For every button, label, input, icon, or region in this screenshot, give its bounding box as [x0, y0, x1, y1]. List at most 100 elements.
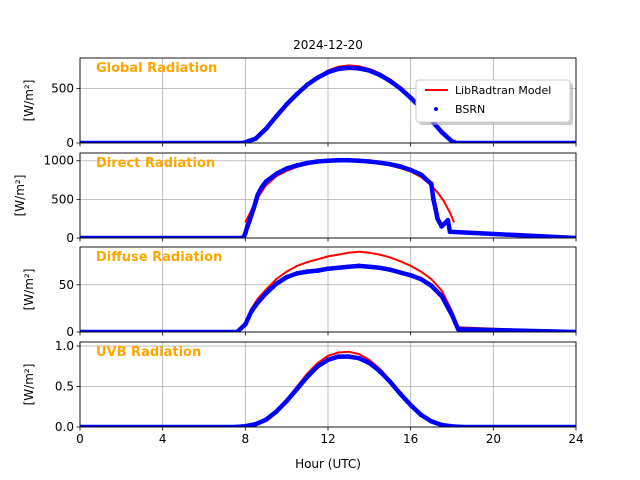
obs-data-point	[245, 224, 250, 229]
obs-data-point	[439, 293, 444, 299]
obs-data-point	[431, 197, 436, 202]
panel-3: 0 50 Diffuse Radiation [W/m²]	[22, 246, 577, 339]
obs-data-point	[284, 102, 289, 107]
obs-data-point	[377, 368, 382, 374]
obs-data-point	[255, 192, 261, 198]
obs-data-point	[429, 419, 434, 424]
obs-data-point	[453, 140, 459, 143]
obs-data-point	[387, 379, 393, 384]
obs-data-point	[263, 290, 269, 296]
obs-data-point	[240, 140, 246, 143]
obs-data-point	[336, 158, 341, 163]
obs-data-point	[408, 402, 413, 408]
obs-data-point	[274, 281, 279, 287]
obs-data-point	[573, 424, 576, 427]
obs-data-point	[234, 329, 240, 332]
series-group	[80, 158, 576, 238]
obs-data-point	[263, 417, 269, 423]
y-tick-label: 500	[51, 192, 74, 206]
y-axis-label: [W/m²]	[22, 269, 36, 311]
x-tick-label: 24	[568, 432, 583, 446]
obs-data-point	[398, 86, 403, 91]
obs-data-point	[243, 322, 248, 327]
obs-data-point	[336, 354, 341, 359]
obs-data-point	[80, 424, 83, 427]
panel-title: Direct Radiation	[96, 156, 215, 171]
obs-data-point	[284, 398, 289, 404]
plot-frame	[79, 152, 577, 239]
obs-data-point	[449, 139, 455, 143]
obs-data-point	[325, 266, 331, 272]
obs-data-point	[573, 329, 576, 332]
obs-data-point	[449, 424, 455, 427]
obs-data-point	[346, 65, 351, 71]
obs-data-point	[387, 267, 393, 272]
obs-data-point	[435, 216, 440, 221]
y-tick-label: 500	[51, 82, 74, 96]
obs-data-point	[346, 158, 351, 163]
obs-data-point	[274, 114, 279, 119]
obs-data-point	[80, 140, 83, 143]
series-group	[80, 250, 576, 332]
obs-data-point	[247, 218, 252, 224]
obs-data-point	[305, 269, 310, 274]
obs-data-point	[418, 172, 424, 177]
obs-data-point	[315, 363, 320, 369]
panel-title: Diffuse Radiation	[96, 250, 222, 265]
obs-data-point	[377, 160, 382, 165]
obs-data-point	[274, 409, 279, 414]
obs-data-point	[346, 354, 351, 359]
obs-data-point	[356, 66, 362, 71]
obs-data-point	[315, 159, 320, 164]
obs-data-point	[284, 274, 289, 280]
obs-data-point	[284, 166, 289, 171]
x-tick-label: 20	[486, 432, 501, 446]
obs-data-point	[429, 181, 434, 187]
obs-data-point	[356, 263, 362, 269]
obs-data-point	[257, 188, 263, 194]
obs-data-point	[398, 164, 403, 169]
y-axis-label: [W/m²]	[13, 175, 27, 217]
series-group	[80, 350, 576, 427]
obs-data-point	[387, 161, 393, 167]
plot-frame	[79, 57, 577, 144]
obs-data-point	[439, 224, 444, 229]
obs-data-point	[253, 199, 258, 204]
obs-data-point	[305, 160, 310, 166]
obs-data-point	[243, 423, 248, 427]
obs-data-point	[336, 265, 341, 271]
y-tick-label: 50	[59, 278, 74, 292]
obs-data-point	[249, 308, 254, 314]
y-tick-label: 1000	[43, 154, 74, 168]
obs-data-point	[253, 421, 258, 427]
obs-data-point	[408, 167, 413, 173]
obs-data-point	[80, 235, 83, 238]
obs-data-point	[439, 129, 444, 135]
obs-data-point	[356, 158, 362, 164]
obs-data-point	[253, 136, 258, 141]
obs-data-point	[398, 270, 403, 275]
x-tick-label: 8	[242, 432, 250, 446]
model-series-line	[80, 250, 576, 332]
obs-data-point	[447, 229, 453, 235]
y-axis-label: [W/m²]	[22, 364, 36, 406]
obs-data-point	[377, 265, 382, 271]
obs-data-point	[294, 386, 300, 392]
x-tick-label: 0	[76, 432, 84, 446]
obs-data-point	[429, 283, 434, 289]
obs-data-point	[455, 326, 461, 332]
y-tick-label: 0.0	[55, 420, 74, 434]
obs-data-point	[418, 276, 424, 282]
obs-data-point	[315, 75, 320, 80]
obs-data-point	[274, 171, 279, 177]
y-tick-label: 0.5	[55, 380, 74, 394]
obs-data-point	[325, 357, 331, 363]
obs-data-point	[263, 126, 269, 132]
obs-data-point	[315, 268, 320, 273]
x-axis-label: Hour (UTC)	[295, 457, 361, 471]
panel-title: UVB Radiation	[96, 345, 201, 360]
legend-model-label: LibRadtran Model	[455, 84, 551, 97]
obs-data-point	[294, 91, 300, 97]
y-tick-label: 0	[66, 325, 74, 339]
